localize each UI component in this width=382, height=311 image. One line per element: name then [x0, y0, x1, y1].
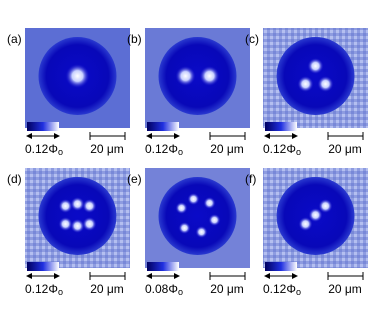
panel-label: (e) [127, 172, 142, 186]
panel: (e) 0.08Φo 20 μm [127, 168, 250, 297]
flux-value: 0.12Φ [263, 142, 296, 156]
vortex [298, 217, 313, 231]
color-bar [27, 122, 59, 131]
flux-value: 0.12Φ [145, 142, 178, 156]
color-bar [265, 262, 297, 271]
flux-label: 0.12Φo [263, 142, 301, 157]
scale-label: 20 μm [328, 282, 362, 296]
flux-label: 0.12Φo [25, 142, 63, 157]
vortex [58, 217, 73, 231]
flux-subscript: o [296, 147, 301, 157]
vortex [58, 199, 73, 213]
scale-label: 20 μm [90, 142, 124, 156]
vortex [317, 76, 334, 92]
panel-label: (f) [245, 172, 256, 186]
color-bar [147, 122, 179, 131]
vortex [175, 66, 196, 86]
vortex [199, 66, 220, 86]
vortex [175, 202, 188, 214]
vortex [208, 214, 221, 226]
color-bar [147, 262, 179, 271]
sample-disk [276, 37, 355, 115]
vortex [82, 199, 97, 213]
flux-value: 0.12Φ [25, 142, 58, 156]
vortex [297, 76, 314, 92]
scale-label: 20 μm [210, 142, 244, 156]
sample-disk [158, 177, 237, 255]
vortex [70, 219, 85, 233]
flux-value: 0.12Φ [263, 282, 296, 296]
flux-subscript: o [296, 287, 301, 297]
scale-label: 20 μm [90, 282, 124, 296]
flux-label: 0.12Φo [263, 282, 301, 297]
sample-disk [158, 37, 237, 115]
panel: (d) 0.12Φo 20 μm [7, 168, 130, 297]
vortex [70, 197, 85, 211]
vortex [178, 222, 191, 234]
color-bar [265, 122, 297, 131]
vortex [65, 64, 90, 88]
panel: (c) 0.12Φo 20 μm [245, 28, 368, 157]
flux-subscript: o [58, 287, 63, 297]
scale-label: 20 μm [328, 142, 362, 156]
flux-value: 0.08Φ [145, 282, 178, 296]
sample-disk [38, 177, 117, 255]
flux-subscript: o [58, 147, 63, 157]
flux-label: 0.12Φo [25, 282, 63, 297]
panel-label: (c) [245, 32, 259, 46]
vortex [307, 58, 324, 74]
color-bar [27, 262, 59, 271]
panel-label: (d) [7, 172, 22, 186]
scale-label: 20 μm [210, 282, 244, 296]
flux-value: 0.12Φ [25, 282, 58, 296]
flux-subscript: o [178, 287, 183, 297]
vortex [195, 226, 208, 238]
vortex [82, 217, 97, 231]
flux-label: 0.08Φo [145, 282, 183, 297]
vortex [203, 197, 216, 209]
flux-subscript: o [178, 147, 183, 157]
panel: (a) 0.12Φo 20 μm [7, 28, 130, 157]
panel-label: (a) [7, 32, 22, 46]
panel: (f) 0.12Φo 20 μm [245, 168, 368, 297]
panel-label: (b) [127, 32, 142, 46]
flux-label: 0.12Φo [145, 142, 183, 157]
panel: (b) 0.12Φo 20 μm [127, 28, 250, 157]
vortex [308, 208, 323, 222]
vortex [318, 199, 333, 213]
vortex [187, 193, 200, 205]
